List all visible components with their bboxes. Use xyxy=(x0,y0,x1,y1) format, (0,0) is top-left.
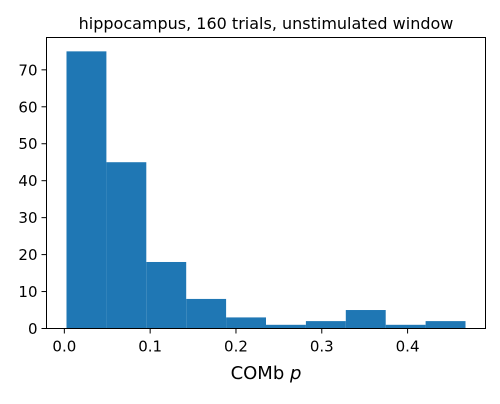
x-tick-label-2: 0.2 xyxy=(224,338,248,356)
y-tick-label-2: 20 xyxy=(18,246,37,264)
y-tick-label-4: 40 xyxy=(18,172,37,190)
x-tick-label-3: 0.3 xyxy=(310,338,334,356)
y-tick-label-6: 60 xyxy=(18,98,37,116)
x-axis-ticks: 0.0 0.1 0.2 0.3 0.4 xyxy=(52,328,420,356)
x-axis-label: COMb p xyxy=(231,363,302,384)
y-tick-label-1: 10 xyxy=(18,283,37,301)
histogram-bar-2 xyxy=(146,261,187,329)
x-axis-label-italic: p xyxy=(289,363,301,384)
x-tick-label-0: 0.0 xyxy=(52,338,76,356)
y-tick-label-0: 0 xyxy=(28,320,38,338)
y-tick-label-3: 30 xyxy=(18,209,37,227)
y-axis-ticks: 0 10 20 30 40 50 60 70 xyxy=(18,61,47,338)
chart-title: hippocampus, 160 trials, unstimulated wi… xyxy=(79,14,454,33)
plot-frame xyxy=(46,37,486,329)
x-tick-label-1: 0.1 xyxy=(138,338,162,356)
histogram-bar-9 xyxy=(425,321,466,329)
histogram-bar-0 xyxy=(66,51,107,329)
x-tick-label-4: 0.4 xyxy=(396,338,420,356)
y-tick-label-5: 50 xyxy=(18,135,37,153)
bars-group xyxy=(66,51,466,329)
histogram-bar-5 xyxy=(266,324,306,329)
histogram-bar-4 xyxy=(226,317,266,329)
histogram-bar-7 xyxy=(345,310,386,329)
histogram-bar-1 xyxy=(106,162,147,329)
histogram-bar-3 xyxy=(186,298,227,329)
histogram-bar-8 xyxy=(385,324,426,329)
histogram-bar-6 xyxy=(305,321,346,329)
y-tick-label-7: 70 xyxy=(18,61,37,79)
x-axis-label-text: COMb xyxy=(231,363,285,384)
